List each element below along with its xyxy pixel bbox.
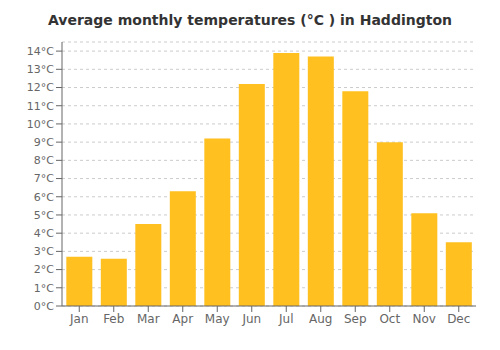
html-text:Average monthly temperatures (: Average monthly temperatures (°C ) in Ha… xyxy=(48,12,452,28)
svg-text:2°C: 2°C xyxy=(34,263,54,276)
svg-text:Mar: Mar xyxy=(137,312,160,326)
svg-text:Jul: Jul xyxy=(278,312,293,326)
svg-text:Feb: Feb xyxy=(103,312,124,326)
svg-text:Aug: Aug xyxy=(309,312,332,326)
svg-text:8°C: 8°C xyxy=(34,154,54,167)
svg-text:Nov: Nov xyxy=(413,312,436,326)
svg-text:12°C: 12°C xyxy=(27,81,54,94)
svg-text:10°C: 10°C xyxy=(27,118,54,131)
svg-text:14°C: 14°C xyxy=(27,45,54,58)
svg-text:Sep: Sep xyxy=(344,312,367,326)
svg-text:Oct: Oct xyxy=(379,312,400,326)
svg-text:4°C: 4°C xyxy=(34,227,54,240)
svg-text:0°C: 0°C xyxy=(34,300,54,313)
svg-text:Dec: Dec xyxy=(447,312,470,326)
svg-text:11°C: 11°C xyxy=(27,100,54,113)
svg-text:Apr: Apr xyxy=(172,312,193,326)
svg-text:7°C: 7°C xyxy=(34,172,54,185)
svg-text:Jun: Jun xyxy=(241,312,261,326)
svg-text:13°C: 13°C xyxy=(27,63,54,76)
svg-text:6°C: 6°C xyxy=(34,191,54,204)
svg-text:May: May xyxy=(205,312,230,326)
svg-text:Jan: Jan xyxy=(69,312,89,326)
svg-text:1°C: 1°C xyxy=(34,282,54,295)
svg-text:5°C: 5°C xyxy=(34,209,54,222)
svg-text:9°C: 9°C xyxy=(34,136,54,149)
svg-text:3°C: 3°C xyxy=(34,245,54,258)
